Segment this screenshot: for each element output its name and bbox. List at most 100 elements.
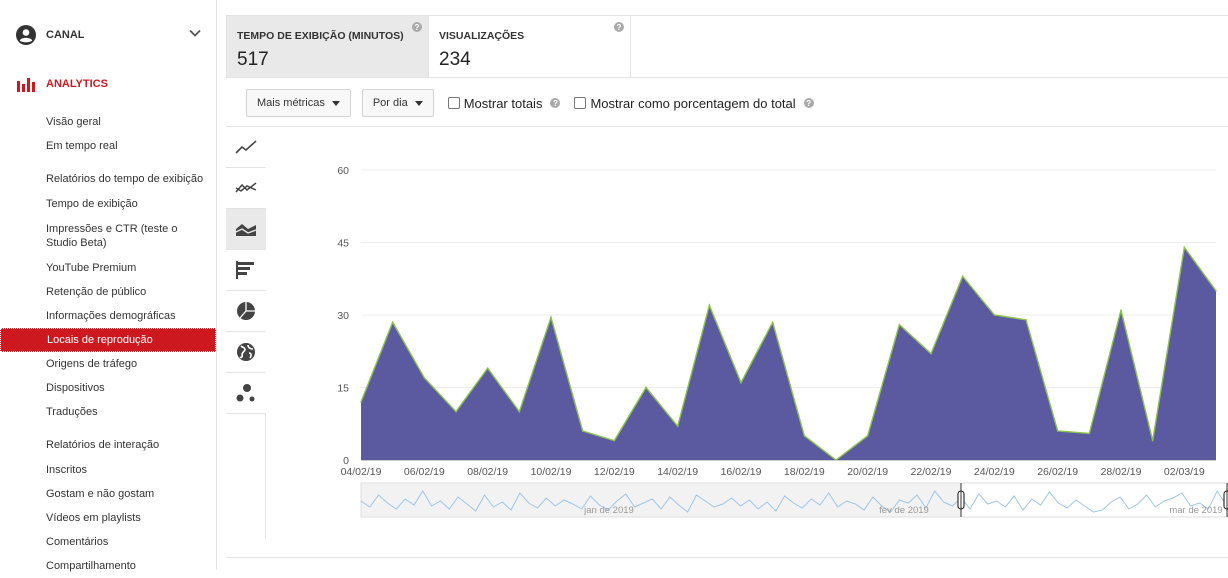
data-point [581,430,584,432]
x-tick-label: 14/02/19 [657,466,698,478]
sidebar-item[interactable]: Retenção de público [46,286,147,298]
navigator-label: jan de 2019 [583,505,634,516]
per-day-label: Por dia [372,97,408,109]
map-chart-button[interactable] [226,332,266,373]
bubble-chart-icon [236,384,255,402]
metric-watch-time[interactable]: TEMPO DE EXIBIÇÃO (MINUTOS) 517 ? [226,16,429,78]
sidebar-item[interactable]: Gostam e não gostam [46,488,155,500]
data-point [391,321,394,324]
sidebar-item[interactable]: Informações demográficas [46,310,176,322]
sidebar-item[interactable]: Origens de tráfego [46,358,138,370]
data-point [423,377,426,379]
x-tick-label: 22/02/19 [911,466,952,478]
show-percentage-label: Mostrar como porcentagem do total [590,95,796,111]
sidebar-section-heading: Relatórios de interação [46,439,160,451]
data-point [360,401,362,403]
navigator-label: fev de 2019 [879,505,929,516]
help-icon[interactable]: ? [550,98,561,108]
data-point [1056,430,1059,432]
metric-empty-area [631,16,1228,78]
x-tick-label: 18/02/19 [784,466,825,478]
account-icon [16,25,36,45]
main-panel: TEMPO DE EXIBIÇÃO (MINUTOS) 517 ? VISUAL… [226,0,1228,570]
per-day-button[interactable]: Por dia [361,89,434,117]
caret-down-icon [414,100,423,106]
analytics-section[interactable]: ANALYTICS [16,76,108,92]
help-icon[interactable]: ? [412,22,422,32]
data-point [708,304,711,307]
stacked-area-chart-button[interactable] [226,209,266,250]
multiline-chart-button[interactable] [226,168,266,209]
sidebar-item[interactable]: Dispositivos [46,382,105,394]
line-chart-button[interactable] [226,127,266,168]
checkbox-box[interactable] [447,97,460,109]
chevron-down-icon[interactable] [188,26,202,40]
data-point [930,352,932,355]
show-totals-checkbox[interactable]: Mostrar totais ? [447,95,561,111]
data-point [486,367,489,369]
analytics-icon [17,78,35,92]
analytics-label: ANALYTICS [46,78,108,90]
sidebar-item[interactable]: Locais de reprodução [0,328,216,352]
canal-menu[interactable]: CANAL [16,24,206,46]
divider [226,15,1228,16]
show-percentage-checkbox[interactable]: Mostrar como porcentagem do total ? [574,95,814,111]
metric-views[interactable]: VISUALIZAÇÕES 234 ? [429,16,631,78]
stacked-area-chart-icon [235,224,257,236]
globe-map-icon [237,343,255,361]
x-tick-label: 26/02/19 [1037,466,1078,478]
canal-label: CANAL [46,29,85,41]
help-icon[interactable]: ? [614,22,624,32]
checkbox-box[interactable] [574,97,587,109]
y-tick-label: 45 [337,238,349,250]
x-tick-label: 28/02/19 [1101,466,1142,478]
chart-type-selector [226,127,266,539]
sidebar-item[interactable]: Em tempo real [46,140,118,152]
bar-chart-icon [236,261,254,279]
x-tick-label: 20/02/19 [847,466,888,478]
sidebar-section-heading: Relatórios do tempo de exibição [46,173,204,185]
y-tick-label: 30 [337,310,349,322]
x-tick-label: 04/02/19 [341,466,382,478]
sidebar-item[interactable]: Impressões e CTR (teste o Studio Beta) [46,223,178,249]
more-metrics-label: Mais métricas [257,97,325,109]
metric-value: 517 [237,49,269,70]
data-point [993,314,996,316]
sidebar-nav: Visão geral Em tempo real Relatórios do te… [0,110,216,578]
data-point [898,323,901,326]
divider [226,126,1228,127]
sidebar-item[interactable]: Vídeos em playlists [46,512,141,524]
caret-down-icon [331,100,340,106]
metric-title: VISUALIZAÇÕES [439,30,525,42]
sidebar-item[interactable]: Compartilhamento [46,560,136,572]
data-point [645,386,647,389]
sidebar-item[interactable]: Inscritos [46,464,87,476]
pie-chart-button[interactable] [226,291,266,332]
data-point [550,316,552,319]
x-tick-label: 12/02/19 [594,466,635,478]
metric-value: 234 [439,49,471,70]
x-tick-label: 16/02/19 [721,466,762,478]
data-point [866,435,869,437]
sidebar-item[interactable]: Tempo de exibição [46,198,138,210]
x-tick-label: 24/02/19 [974,466,1015,478]
data-point [455,410,457,413]
data-point [740,381,742,384]
sidebar-item[interactable]: YouTube Premium [46,262,137,274]
sidebar-item[interactable]: Traduções [46,406,98,418]
data-point [803,435,806,437]
area-series [361,247,1216,460]
more-metrics-button[interactable]: Mais métricas [246,89,351,117]
data-point [961,275,964,278]
bar-chart-button[interactable] [226,250,266,291]
data-point [676,425,679,427]
data-point [613,439,616,442]
help-icon[interactable]: ? [803,98,814,108]
bubble-chart-button[interactable] [226,373,266,414]
area-chart: 0 15 30 45 60 04/02/19 06/02/19 08/02/19 10/02/1… [337,165,1228,518]
x-tick-label: 06/02/19 [404,466,445,478]
sidebar-item[interactable]: Visão geral [46,116,101,128]
sidebar-item[interactable]: Comentários [46,536,109,548]
show-totals-label: Mostrar totais [463,95,543,111]
divider [226,557,1228,558]
